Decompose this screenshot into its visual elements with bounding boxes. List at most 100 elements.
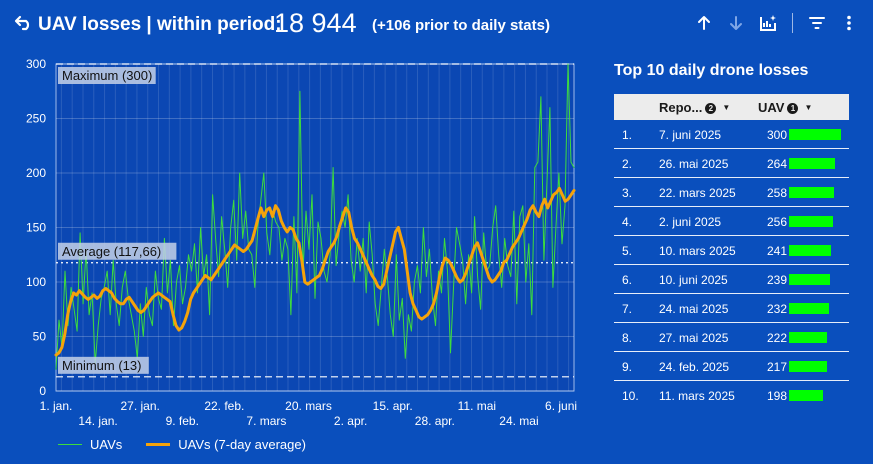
- top10-table: Repo... 2 ▼ UAV 1 ▼ 1. 7. juni 2025 300 2. 26. m…: [614, 94, 849, 410]
- plot-area: [55, 63, 575, 392]
- sort-order-badge: 2: [705, 103, 717, 114]
- table-row[interactable]: 2. 26. mai 2025 264: [614, 149, 849, 178]
- row-value-bar: [789, 245, 831, 256]
- table-row[interactable]: 9. 24. feb. 2025 217: [614, 352, 849, 381]
- row-date: 24. feb. 2025: [659, 360, 730, 374]
- x-tick-label: 9. feb.: [166, 414, 199, 428]
- row-value: 256: [767, 215, 788, 229]
- y-tick-label: 300: [26, 57, 46, 71]
- x-tick-label: 14. jan.: [78, 414, 117, 428]
- x-tick-label: 7. mars: [246, 414, 286, 428]
- row-value-bar: [789, 332, 827, 343]
- row-value: 232: [767, 302, 788, 316]
- table-row[interactable]: 3. 22. mars 2025 258: [614, 178, 849, 207]
- uav-losses-chart: 0 50 100 150 200 250 300 1. jan. 27. jan. 22. feb…: [0, 48, 590, 464]
- table-row[interactable]: 6. 10. juni 2025 239: [614, 265, 849, 294]
- row-date: 10. mars 2025: [659, 244, 736, 258]
- row-value-bar: [789, 303, 829, 314]
- x-tick-label: 11. mai: [458, 399, 496, 413]
- reference-label-bg: [58, 356, 149, 374]
- y-tick-label: 0: [39, 384, 46, 398]
- row-date: 26. mai 2025: [659, 157, 729, 171]
- sort-order-badge: 1: [787, 103, 799, 114]
- row-rank: 3.: [622, 186, 633, 200]
- table-row[interactable]: 10. 11. mars 2025 198: [614, 381, 849, 410]
- row-value: 300: [767, 128, 788, 142]
- row-value: 258: [767, 186, 788, 200]
- legend-swatch-7day: [146, 443, 171, 446]
- row-rank: 8.: [622, 331, 633, 345]
- legend-label: UAVs: [90, 437, 123, 452]
- row-date: 22. mars 2025: [659, 186, 736, 200]
- column-header-reported[interactable]: Repo... 2 ▼: [659, 100, 730, 115]
- row-value-bar: [789, 274, 830, 285]
- row-rank: 7.: [622, 302, 633, 316]
- y-tick-label: 200: [26, 166, 46, 180]
- legend-item-uavs-7day[interactable]: UAVs (7-day average): [146, 437, 306, 452]
- row-date: 2. juni 2025: [659, 215, 722, 229]
- row-value-bar: [789, 216, 833, 227]
- y-tick-label: 50: [33, 330, 47, 344]
- sort-up-icon[interactable]: [693, 12, 715, 34]
- table-row[interactable]: 1. 7. juni 2025 300: [614, 120, 849, 149]
- y-tick-label: 100: [26, 275, 46, 289]
- reference-label: Minimum (13): [62, 358, 141, 373]
- top10-title: Top 10 daily drone losses: [614, 62, 809, 79]
- row-date: 10. juni 2025: [659, 273, 728, 287]
- page-title: UAV losses | within period:: [38, 14, 282, 35]
- row-value: 264: [767, 157, 788, 171]
- row-rank: 1.: [622, 128, 633, 142]
- x-tick-label: 27. jan.: [120, 399, 159, 413]
- row-value: 239: [767, 273, 788, 287]
- row-value: 222: [767, 331, 788, 345]
- reference-label: Maximum (300): [62, 68, 152, 83]
- row-value-bar: [789, 187, 834, 198]
- x-tick-label: 1. jan.: [40, 399, 73, 413]
- row-rank: 10.: [622, 389, 639, 403]
- table-row[interactable]: 7. 24. mai 2025 232: [614, 294, 849, 323]
- table-row[interactable]: 4. 2. juni 2025 256: [614, 207, 849, 236]
- back-icon[interactable]: [14, 12, 34, 32]
- more-vert-icon[interactable]: [838, 12, 860, 34]
- filter-icon[interactable]: [806, 12, 828, 34]
- row-date: 11. mars 2025: [659, 389, 735, 403]
- caret-down-icon[interactable]: ▼: [722, 103, 731, 112]
- table-body: 1. 7. juni 2025 300 2. 26. mai 2025 264 3. 22. …: [614, 120, 849, 410]
- column-label: UAV: [758, 100, 785, 115]
- x-tick-label: 2. apr.: [334, 414, 367, 428]
- column-label: Repo...: [659, 100, 703, 115]
- caret-down-icon[interactable]: ▼: [804, 103, 813, 112]
- x-tick-label: 22. feb.: [204, 399, 244, 413]
- row-rank: 4.: [622, 215, 633, 229]
- row-value-bar: [789, 158, 835, 169]
- row-rank: 5.: [622, 244, 633, 258]
- legend-item-uavs[interactable]: UAVs: [58, 437, 122, 452]
- sort-down-icon[interactable]: [725, 12, 747, 34]
- table-row[interactable]: 5. 10. mars 2025 241: [614, 236, 849, 265]
- row-date: 24. mai 2025: [659, 302, 729, 316]
- x-tick-label: 6. juni: [545, 399, 577, 413]
- x-tick-label: 20. mars: [285, 399, 332, 413]
- row-rank: 9.: [622, 360, 633, 374]
- row-value: 217: [767, 360, 788, 374]
- row-date: 7. juni 2025: [659, 128, 722, 142]
- row-value: 241: [767, 244, 788, 258]
- x-tick-label: 15. apr.: [373, 399, 413, 413]
- legend-swatch-uavs: [58, 444, 82, 445]
- reference-label-bg: [58, 67, 156, 84]
- reference-label: Average (117,66): [62, 244, 161, 259]
- chart-insight-icon[interactable]: [757, 12, 779, 34]
- total-count: 18 944: [274, 8, 357, 38]
- row-rank: 6.: [622, 273, 633, 287]
- header: UAV losses | within period: 18 944 (+106…: [0, 0, 873, 48]
- reference-label-bg: [58, 242, 177, 260]
- table-row[interactable]: 8. 27. mai 2025 222: [614, 323, 849, 352]
- row-value: 198: [767, 389, 788, 403]
- row-rank: 2.: [622, 157, 633, 171]
- series-line-7day-average: [54, 186, 576, 357]
- toolbar-divider: [792, 13, 793, 33]
- row-value-bar: [789, 361, 827, 372]
- prior-note: (+106 prior to daily stats): [372, 17, 550, 34]
- chart-legend: UAVs UAVs (7-day average): [58, 437, 330, 452]
- column-header-uav[interactable]: UAV 1 ▼: [758, 100, 812, 115]
